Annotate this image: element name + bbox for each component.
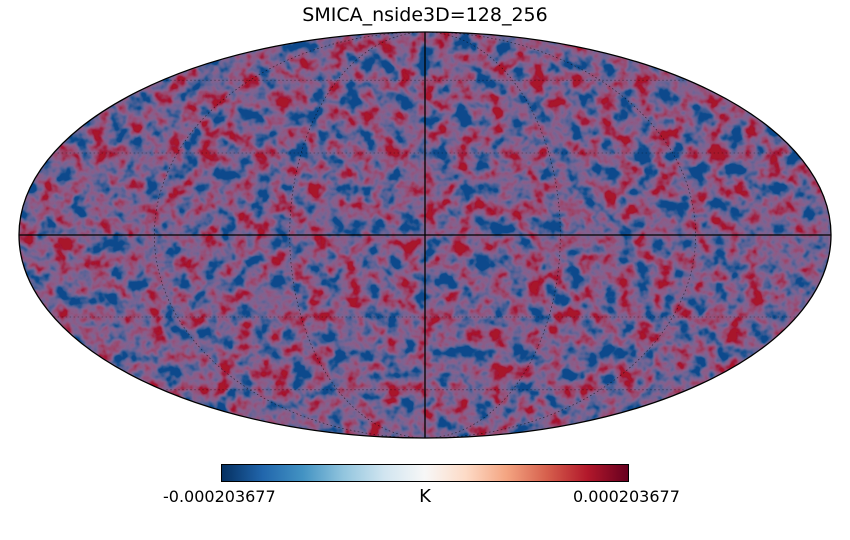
map-boundary — [18, 31, 832, 439]
map-title: SMICA_nside3D=128_256 — [302, 4, 548, 26]
colorbar-min-label: -0.000203677 — [163, 487, 276, 506]
colorbar-max-label: 0.000203677 — [573, 487, 680, 506]
colorbar-unit-label: K — [419, 486, 431, 507]
colorbar — [221, 464, 629, 482]
